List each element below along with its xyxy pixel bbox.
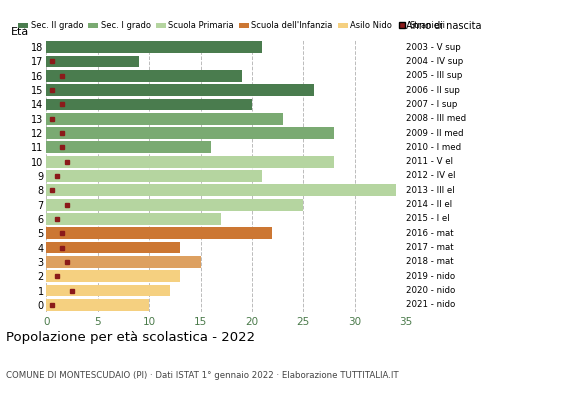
- Bar: [46, 113, 282, 125]
- Text: 2008 - III med: 2008 - III med: [406, 114, 466, 123]
- Bar: [46, 127, 334, 139]
- Text: 2020 - nido: 2020 - nido: [406, 286, 455, 295]
- Text: Popolazione per età scolastica - 2022: Popolazione per età scolastica - 2022: [6, 331, 255, 344]
- Bar: [46, 56, 139, 67]
- Text: 2011 - V el: 2011 - V el: [406, 157, 453, 166]
- Bar: [46, 142, 211, 153]
- Text: Anno di nascita: Anno di nascita: [406, 22, 481, 32]
- Bar: [46, 213, 221, 225]
- Text: 2009 - II med: 2009 - II med: [406, 128, 463, 138]
- Legend: Sec. II grado, Sec. I grado, Scuola Primaria, Scuola dell'Infanzia, Asilo Nido, : Sec. II grado, Sec. I grado, Scuola Prim…: [18, 21, 445, 30]
- Bar: [46, 270, 180, 282]
- Text: Età: Età: [10, 27, 28, 37]
- Text: COMUNE DI MONTESCUDAIO (PI) · Dati ISTAT 1° gennaio 2022 · Elaborazione TUTTITAL: COMUNE DI MONTESCUDAIO (PI) · Dati ISTAT…: [6, 371, 398, 380]
- Bar: [46, 227, 273, 239]
- Bar: [46, 199, 303, 210]
- Bar: [46, 98, 252, 110]
- Bar: [46, 184, 396, 196]
- Text: 2004 - IV sup: 2004 - IV sup: [406, 57, 463, 66]
- Bar: [46, 84, 314, 96]
- Bar: [46, 156, 334, 168]
- Bar: [46, 256, 201, 268]
- Text: 2018 - mat: 2018 - mat: [406, 257, 454, 266]
- Text: 2007 - I sup: 2007 - I sup: [406, 100, 458, 109]
- Text: 2014 - II el: 2014 - II el: [406, 200, 452, 209]
- Bar: [46, 299, 149, 311]
- Text: 2003 - V sup: 2003 - V sup: [406, 43, 461, 52]
- Text: 2019 - nido: 2019 - nido: [406, 272, 455, 281]
- Text: 2013 - III el: 2013 - III el: [406, 186, 455, 195]
- Text: 2006 - II sup: 2006 - II sup: [406, 86, 460, 95]
- Text: 2021 - nido: 2021 - nido: [406, 300, 455, 309]
- Bar: [46, 70, 242, 82]
- Text: 2010 - I med: 2010 - I med: [406, 143, 461, 152]
- Text: 2017 - mat: 2017 - mat: [406, 243, 454, 252]
- Bar: [46, 242, 180, 254]
- Text: 2015 - I el: 2015 - I el: [406, 214, 450, 224]
- Bar: [46, 285, 170, 296]
- Text: 2016 - mat: 2016 - mat: [406, 229, 454, 238]
- Text: 2012 - IV el: 2012 - IV el: [406, 172, 455, 180]
- Bar: [46, 170, 262, 182]
- Text: 2005 - III sup: 2005 - III sup: [406, 71, 462, 80]
- Bar: [46, 41, 262, 53]
